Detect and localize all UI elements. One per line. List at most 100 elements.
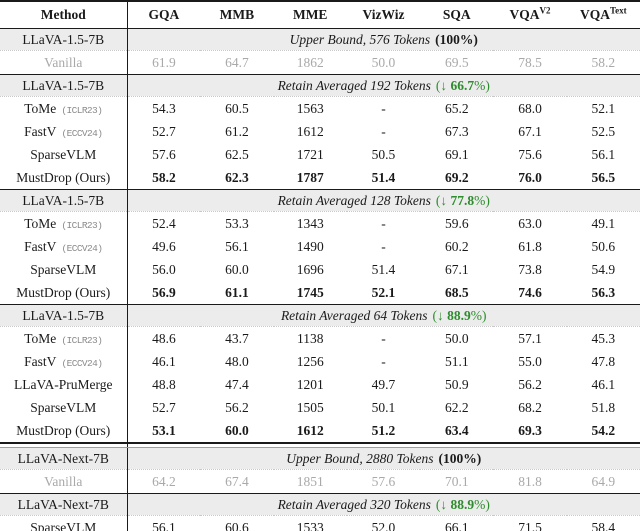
value-cell: 52.7 [152, 123, 176, 139]
value-cell: 54.2 [591, 422, 616, 438]
table-row-sparsevlm: SparseVLM 56.0 60.0 1696 51.4 67.1 73.8 54.9 [0, 258, 640, 281]
table-row-mustdrop-ours: MustDrop (Ours) 56.9 61.1 1745 52.1 68.5 74.6 5… [0, 281, 640, 305]
value-cell: 60.5 [225, 100, 249, 116]
value-cell: 67.4 [225, 473, 249, 489]
value-cell: 50.1 [371, 399, 396, 415]
value-cell: 46.1 [152, 353, 176, 369]
value-cell: 1787 [296, 169, 324, 185]
value-cell: 60.0 [225, 261, 249, 277]
table-row-tome: ToMe (ICLR23) 48.6 43.7 1138 - 50.0 57.1 45.3 [0, 326, 640, 350]
section-band-row: LLaVA-Next-7B Upper Bound, 2880 Tokens (10… [0, 447, 640, 470]
value-cell: 68.0 [518, 100, 542, 116]
band-description-text: Retain Averaged 128 Tokens [277, 192, 431, 208]
value-cell: 69.5 [444, 54, 469, 70]
value-cell: 60.0 [225, 422, 249, 438]
method-cell: MustDrop (Ours) [0, 419, 128, 443]
value-cell: 78.5 [518, 54, 542, 70]
band-model-cell: LLaVA-Next-7B [0, 447, 128, 470]
value-cell: 57.6 [371, 473, 396, 489]
value-cell: 1612 [296, 123, 324, 139]
value-cell: 61.8 [518, 238, 542, 254]
column-header-sqa: SQA [420, 1, 494, 29]
band-model-cell: LLaVA-Next-7B [0, 493, 128, 516]
value-cell: 64.2 [152, 473, 176, 489]
value-cell: 1745 [296, 284, 324, 300]
value-cell: 59.6 [444, 215, 469, 231]
value-cell: - [381, 123, 386, 139]
column-header-mme: MME [273, 1, 347, 29]
value-cell: 50.6 [591, 238, 616, 254]
value-cell: - [381, 238, 386, 254]
value-cell: 52.4 [152, 215, 176, 231]
method-name: SparseVLM [30, 519, 97, 531]
value-cell: 69.3 [518, 422, 542, 438]
band-description-cell: Retain Averaged 128 Tokens (↓ 77.8%) [127, 189, 640, 212]
value-cell: 50.0 [371, 54, 396, 70]
value-cell: 54.9 [591, 261, 616, 277]
method-cell: SparseVLM [0, 515, 128, 531]
value-cell: 51.1 [444, 353, 469, 369]
method-name: MustDrop (Ours) [16, 169, 111, 185]
section-band-row: LLaVA-1.5-7B Retain Averaged 192 Tokens (↓… [0, 74, 640, 97]
value-cell: 46.1 [591, 376, 616, 392]
band-note-percent: (100%) [438, 450, 482, 466]
value-cell: 51.2 [371, 422, 396, 438]
method-name: ToMe [24, 215, 57, 231]
value-cell: 60.2 [444, 238, 469, 254]
value-cell: 69.2 [444, 169, 469, 185]
value-cell: 65.2 [444, 100, 469, 116]
band-note-reduction: (↓ 66.7%) [435, 77, 490, 93]
band-description-cell: Upper Bound, 576 Tokens (100%) [127, 28, 640, 51]
value-cell: 1862 [296, 54, 324, 70]
table-row-tome: ToMe (ICLR23) 52.4 53.3 1343 - 59.6 63.0 49.1 [0, 211, 640, 235]
method-cell: ToMe (ICLR23) [0, 326, 128, 350]
value-cell: 56.2 [225, 399, 249, 415]
value-cell: - [381, 330, 386, 346]
table-body: LLaVA-1.5-7B Upper Bound, 576 Tokens (100%… [0, 28, 640, 531]
method-cell: ToMe (ICLR23) [0, 211, 128, 235]
value-cell: 48.0 [225, 353, 249, 369]
band-note-reduction: (↓ 77.8%) [435, 192, 490, 208]
value-cell: 69.1 [444, 146, 469, 162]
value-cell: 1256 [296, 353, 324, 369]
method-name: LLaVA-PruMerge [14, 376, 113, 392]
method-cell: ToMe (ICLR23) [0, 96, 128, 120]
table-row-vanilla: Vanilla 61.9 64.7 1862 50.0 69.5 78.5 58.2 [0, 50, 640, 75]
value-cell: 1138 [296, 330, 324, 346]
value-cell: 66.1 [444, 519, 469, 531]
method-cell: MustDrop (Ours) [0, 281, 128, 305]
value-cell: 56.5 [591, 169, 616, 185]
value-cell: 58.2 [591, 54, 616, 70]
citation-tag: (ICLR23) [56, 219, 103, 231]
band-note-reduction: (↓ 88.9%) [432, 307, 487, 323]
value-cell: 64.9 [591, 473, 616, 489]
method-name: FastV [24, 238, 57, 254]
value-cell: 58.4 [591, 519, 616, 531]
header-row: Method GQA MMB MME VizWiz SQA VQAV2 VQAText [0, 1, 640, 29]
section-separator-double [0, 442, 640, 448]
table-row-llava-prumerge: LLaVA-PruMerge 48.8 47.4 1201 49.7 50.9 56.2 46… [0, 373, 640, 396]
value-cell: 50.5 [371, 146, 396, 162]
value-cell: 50.0 [444, 330, 469, 346]
band-note-reduction-value: 88.9 [450, 496, 475, 512]
down-arrow-icon: ↓ [440, 77, 451, 93]
value-cell: 54.3 [152, 100, 176, 116]
value-cell: - [381, 215, 386, 231]
value-cell: 1851 [296, 473, 324, 489]
column-header-superscript: Text [610, 5, 627, 16]
value-cell: 49.1 [591, 215, 616, 231]
value-cell: 68.5 [444, 284, 469, 300]
method-name: SparseVLM [30, 399, 97, 415]
table-row-fastv: FastV (ECCV24) 49.6 56.1 1490 - 60.2 61.8 50.6 [0, 235, 640, 258]
value-cell: 52.0 [371, 519, 396, 531]
section-band-row: LLaVA-1.5-7B Upper Bound, 576 Tokens (100%… [0, 28, 640, 51]
value-cell: 47.8 [591, 353, 616, 369]
column-header-vqa-text: VQAText [566, 1, 640, 29]
band-note-reduction-value: 77.8 [450, 192, 475, 208]
band-note-percent: (100%) [435, 31, 478, 47]
value-cell: 53.3 [225, 215, 249, 231]
band-description-cell: Retain Averaged 320 Tokens (↓ 88.9%) [127, 493, 640, 516]
value-cell: 71.5 [518, 519, 542, 531]
method-cell: SparseVLM [0, 396, 128, 419]
